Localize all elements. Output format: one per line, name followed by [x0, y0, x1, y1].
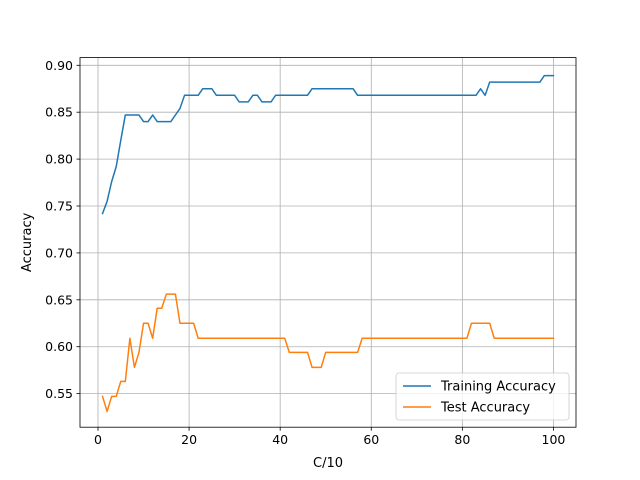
x-axis-label: C/10: [313, 456, 343, 471]
y-axis-label: Accuracy: [20, 212, 35, 272]
y-tick-label: 0.85: [45, 105, 73, 120]
y-tick-label: 0.90: [45, 58, 73, 73]
y-tick-label: 0.55: [45, 386, 73, 401]
x-tick-label: 20: [181, 432, 197, 447]
axis-ticks: 0 20 40 60 80 100 0.55 0.60 0.65 0.70 0.75 0.80 0.85…: [45, 58, 565, 447]
series-lines: [101, 74, 555, 413]
x-tick-label: 60: [363, 432, 379, 447]
x-tick-label: 0: [94, 432, 102, 447]
series-line-training-accuracy: [101, 74, 555, 215]
x-tick-label: 100: [542, 432, 566, 447]
legend: Training Accuracy Test Accuracy: [395, 372, 570, 421]
y-tick-label: 0.80: [45, 152, 73, 167]
legend-box: [395, 372, 570, 421]
y-tick-label: 0.65: [45, 292, 73, 307]
legend-label-test: Test Accuracy: [440, 401, 530, 416]
y-tick-label: 0.70: [45, 245, 73, 260]
y-tick-label: 0.60: [45, 339, 73, 354]
plot-frame: [79, 57, 577, 428]
y-tick-label: 0.75: [45, 199, 73, 214]
legend-label-training: Training Accuracy: [440, 380, 556, 395]
x-tick-label: 40: [272, 432, 288, 447]
grid: [80, 57, 576, 428]
x-tick-label: 80: [454, 432, 470, 447]
series-line-test-accuracy: [101, 293, 555, 413]
